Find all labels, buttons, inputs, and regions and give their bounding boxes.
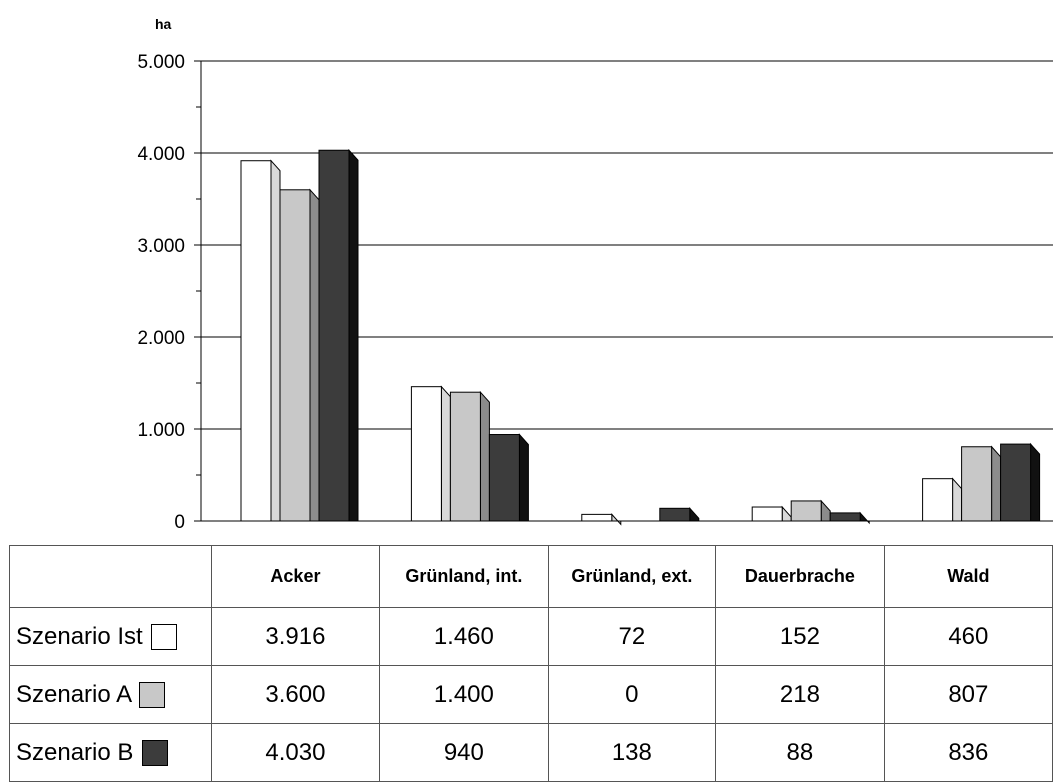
scenario-b-bar (829, 511, 870, 525)
scenario-a-bar (449, 390, 490, 522)
value-cell: 152 (715, 607, 885, 666)
legend-swatch (151, 624, 178, 651)
axes (194, 60, 1053, 522)
scenario-ist-bar (410, 385, 451, 522)
value-cell: 836 (883, 723, 1053, 782)
value-cell: 4.030 (210, 723, 381, 782)
table-row: Szenario A 3.600 1.400 0 218 807 (9, 665, 1053, 724)
series-label-cell: Szenario B (9, 723, 212, 782)
scenario-ist-bar (751, 505, 792, 522)
bars (240, 148, 1041, 526)
series-name: Szenario B (16, 738, 134, 766)
column-header: Wald (883, 545, 1053, 608)
y-tick-label: 4.000 (137, 144, 185, 165)
table-header-row: Acker Grünland, int. Grünland, ext. Daue… (9, 545, 1053, 608)
table-corner-cell (9, 545, 212, 608)
series-label-cell: Szenario A (9, 665, 212, 724)
table-row: Szenario Ist 3.916 1.460 72 152 460 (9, 607, 1053, 666)
value-cell: 3.600 (210, 665, 381, 724)
value-cell: 460 (883, 607, 1053, 666)
value-cell: 3.916 (210, 607, 381, 666)
bar-chart: ha 0 1.000 2.000 3.000 4.000 5.000 (137, 16, 1053, 533)
scenario-ist-bar (240, 159, 281, 522)
series-name: Szenario Ist (16, 622, 143, 650)
legend-swatch (139, 682, 166, 709)
value-cell: 88 (715, 723, 885, 782)
table-row: Szenario B 4.030 940 138 88 836 (9, 723, 1053, 782)
y-tick-label: 1.000 (137, 420, 185, 441)
scenario-b-bar (659, 507, 700, 522)
value-cell: 72 (547, 607, 717, 666)
value-cell: 1.400 (379, 665, 549, 724)
y-tick-label: 2.000 (137, 328, 185, 349)
scenario-b-bar (318, 148, 359, 522)
series-label-cell: Szenario Ist (9, 607, 212, 666)
series-name: Szenario A (16, 680, 131, 708)
column-header: Dauerbrache (715, 545, 885, 608)
value-cell: 940 (379, 723, 549, 782)
y-axis-unit-label: ha (155, 16, 172, 32)
value-cell: 1.460 (379, 607, 549, 666)
value-cell: 218 (715, 665, 885, 724)
column-header: Acker (210, 545, 381, 608)
scenario-a-bar (961, 445, 1002, 522)
scenario-a-bar (790, 499, 831, 522)
legend-swatch (142, 740, 169, 767)
y-tick-label: 3.000 (137, 236, 185, 257)
value-cell: 138 (547, 723, 717, 782)
value-cell: 807 (883, 665, 1053, 724)
scenario-ist-bar (922, 477, 963, 522)
scenario-b-bar (488, 433, 529, 522)
column-header: Grünland, ext. (547, 545, 717, 608)
y-tick-label: 5.000 (137, 52, 185, 73)
scenario-b-bar (1000, 442, 1041, 522)
column-header: Grünland, int. (379, 545, 549, 608)
y-tick-label: 0 (174, 512, 185, 533)
data-table: Acker Grünland, int. Grünland, ext. Daue… (9, 545, 1053, 782)
scenario-ist-bar (581, 513, 622, 526)
value-cell: 0 (547, 665, 717, 724)
scenario-a-bar (279, 188, 320, 522)
